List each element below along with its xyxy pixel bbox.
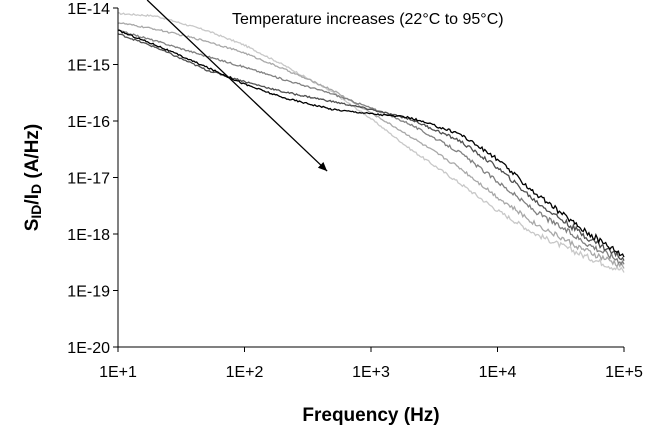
y-tick-label: 1E-14 xyxy=(67,1,110,18)
x-tick-label: 1E+1 xyxy=(99,364,137,381)
y-axis-title-unit: (A/Hz) xyxy=(22,124,43,184)
annotation-layer: Temperature increases (22°C to 95°C) xyxy=(146,0,504,172)
x-tick-label: 1E+5 xyxy=(605,364,643,381)
y-tick-label: 1E-17 xyxy=(67,171,110,188)
x-axis-title: Frequency (Hz) xyxy=(302,405,439,426)
y-tick-label: 1E-20 xyxy=(67,340,110,357)
y-axis-title-sub2: D xyxy=(28,184,44,194)
x-tick-label: 1E+2 xyxy=(226,364,264,381)
series-line xyxy=(117,33,625,261)
y-tick-label: 1E-18 xyxy=(67,227,110,244)
series-line xyxy=(117,29,625,266)
y-axis-title: SID/ID (A/Hz) xyxy=(22,124,44,232)
y-axis-title-sub1: ID xyxy=(28,205,44,219)
annotation-arrowhead xyxy=(317,162,328,172)
y-axis-title-main: S xyxy=(22,219,43,232)
x-tick-label: 1E+3 xyxy=(352,364,390,381)
series-line xyxy=(117,29,625,258)
series-line xyxy=(117,12,625,273)
y-tick-label: 1E-16 xyxy=(67,114,110,131)
annotation-text: Temperature increases (22°C to 95°C) xyxy=(232,11,504,28)
series-layer xyxy=(117,12,625,273)
series-line xyxy=(117,22,625,269)
y-tick-label: 1E-15 xyxy=(67,58,110,75)
y-tick-label: 1E-19 xyxy=(67,284,110,301)
annotation-arrow xyxy=(146,0,328,172)
x-tick-label: 1E+4 xyxy=(479,364,517,381)
y-axis-title-mid: /I xyxy=(22,194,43,205)
axes-layer: 1E+1 1E+2 1E+3 1E+4 1E+5 1E-20 1E-19 1E-18 1E-17… xyxy=(67,1,643,381)
